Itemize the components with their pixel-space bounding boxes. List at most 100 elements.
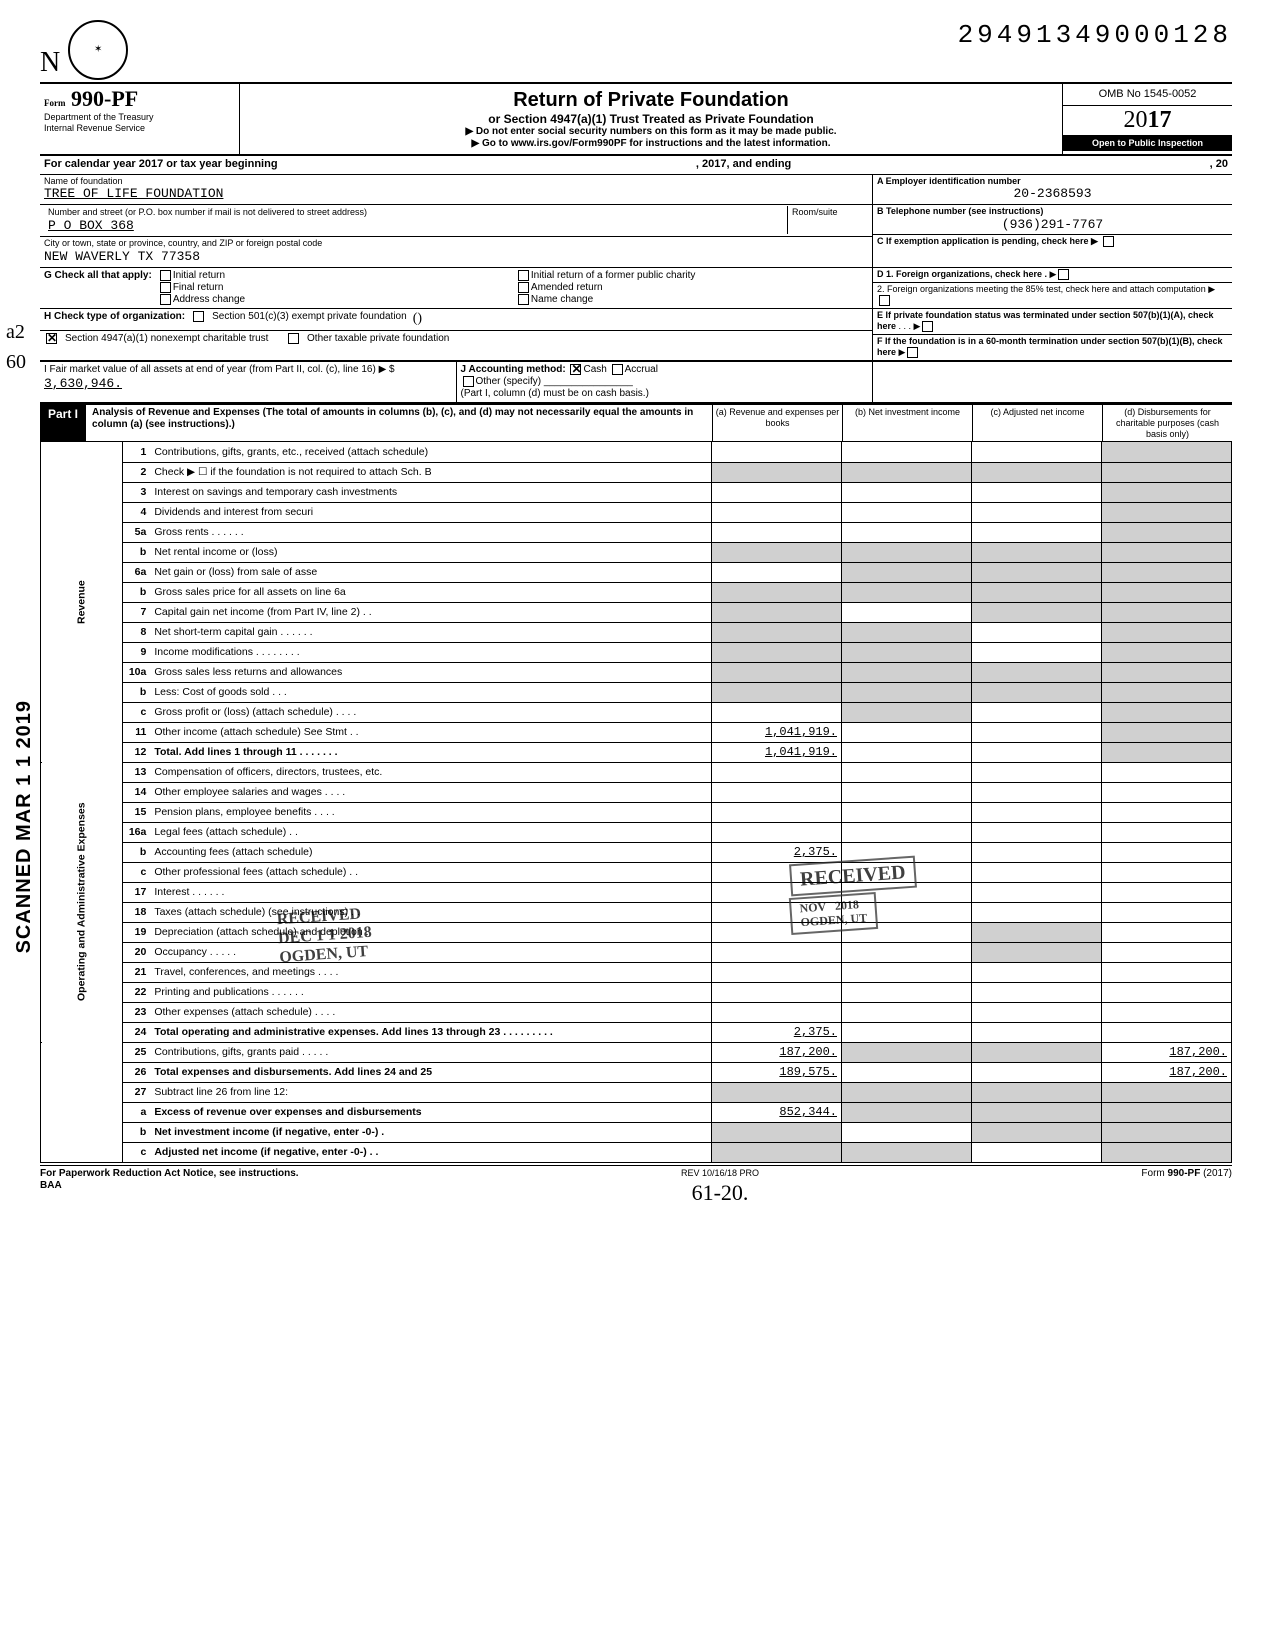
j-other-checkbox[interactable] — [463, 376, 474, 387]
id-right: A Employer identification number 20-2368… — [872, 175, 1232, 267]
table-row: 21Travel, conferences, and meetings . . … — [41, 962, 1232, 982]
d1-checkbox[interactable] — [1058, 269, 1069, 280]
row-desc: Travel, conferences, and meetings . . . … — [150, 962, 711, 982]
row-num: 27 — [122, 1082, 150, 1102]
row-num: 15 — [122, 802, 150, 822]
table-row: 4Dividends and interest from securi — [41, 502, 1232, 522]
line27a-a: 852,344. — [712, 1102, 842, 1122]
row-desc: Gross sales less returns and allowances — [150, 662, 711, 682]
def-right: D 1. Foreign organizations, check here .… — [872, 268, 1232, 360]
row-num: 13 — [122, 762, 150, 782]
baa: BAA — [40, 1180, 62, 1191]
e-checkbox[interactable] — [922, 321, 933, 332]
table-row: 9Income modifications . . . . . . . . — [41, 642, 1232, 662]
h-4947-checkbox[interactable] — [46, 333, 57, 344]
j-cash-checkbox[interactable] — [570, 364, 581, 375]
calendar-year-row: For calendar year 2017 or tax year begin… — [40, 156, 1232, 174]
ein-label: A Employer identification number — [877, 176, 1228, 187]
d2-checkbox[interactable] — [879, 295, 890, 306]
g-amended-checkbox[interactable] — [518, 282, 529, 293]
col-a-head: (a) Revenue and expenses per books — [712, 405, 842, 441]
h-row2: Section 4947(a)(1) nonexempt charitable … — [40, 331, 872, 347]
table-row: 18Taxes (attach schedule) (see instructi… — [41, 902, 1232, 922]
part1-header: Part I Analysis of Revenue and Expenses … — [40, 403, 1232, 442]
hand-initial: N — [40, 46, 60, 80]
h-501c3-checkbox[interactable] — [193, 311, 204, 322]
c-checkbox[interactable] — [1103, 236, 1114, 247]
row-desc: Other expenses (attach schedule) . . . . — [150, 1002, 711, 1022]
row-desc: Taxes (attach schedule) (see instruction… — [150, 902, 711, 922]
h-row: H Check type of organization: Section 50… — [40, 309, 872, 331]
j-accrual: Accrual — [625, 364, 658, 375]
row-num: 16a — [122, 822, 150, 842]
city-label: City or town, state or province, country… — [44, 238, 868, 249]
city-cell: City or town, state or province, country… — [40, 237, 872, 266]
table-row: 11Other income (attach schedule) See Stm… — [41, 722, 1232, 742]
row-num: 8 — [122, 622, 150, 642]
top-row: N ✶ 29491349000128 — [40, 20, 1232, 80]
col-d-head: (d) Disbursements for charitable purpose… — [1102, 405, 1232, 441]
id-block: Name of foundation TREE OF LIFE FOUNDATI… — [40, 175, 1232, 268]
dept-treasury: Department of the Treasury — [44, 112, 235, 123]
g-addrchg-checkbox[interactable] — [160, 294, 171, 305]
city-state-zip: NEW WAVERLY TX 77358 — [44, 249, 868, 265]
h-label: H Check type of organization: — [44, 311, 185, 328]
g-initial-checkbox[interactable] — [160, 270, 171, 281]
ij-right — [872, 362, 1232, 402]
j-accrual-checkbox[interactable] — [612, 364, 623, 375]
table-row: bAccounting fees (attach schedule)2,375. — [41, 842, 1232, 862]
phone-value: (936)291-7767 — [877, 217, 1228, 233]
g-final-checkbox[interactable] — [160, 282, 171, 293]
table-row: 20Occupancy . . . . . — [41, 942, 1232, 962]
row-num: 21 — [122, 962, 150, 982]
row-desc: Total expenses and disbursements. Add li… — [150, 1062, 711, 1082]
g-former-checkbox[interactable] — [518, 270, 529, 281]
row-num: a — [122, 1102, 150, 1122]
row-desc: Gross rents . . . . . . — [150, 522, 711, 542]
row-desc: Depreciation (attach schedule) and deple… — [150, 922, 711, 942]
row-desc: Other income (attach schedule) See Stmt … — [150, 722, 711, 742]
g-former: Initial return of a former public charit… — [531, 270, 696, 281]
cell-c — [972, 442, 1102, 462]
ssn-warning: ▶ Do not enter social security numbers o… — [244, 126, 1058, 138]
ij-left: I Fair market value of all assets at end… — [40, 362, 872, 402]
h-4947: Section 4947(a)(1) nonexempt charitable … — [65, 333, 268, 345]
table-row: cOther professional fees (attach schedul… — [41, 862, 1232, 882]
row-num: 7 — [122, 602, 150, 622]
table-row: cGross profit or (loss) (attach schedule… — [41, 702, 1232, 722]
row-desc: Other professional fees (attach schedule… — [150, 862, 711, 882]
form-title: Return of Private Foundation — [244, 88, 1058, 112]
g-namechg-checkbox[interactable] — [518, 294, 529, 305]
irs-label: Internal Revenue Service — [44, 123, 235, 134]
row-num: b — [122, 542, 150, 562]
row-num: b — [122, 842, 150, 862]
table-row: bGross sales price for all assets on lin… — [41, 582, 1232, 602]
row-num: 22 — [122, 982, 150, 1002]
table-row: 12Total. Add lines 1 through 11 . . . . … — [41, 742, 1232, 762]
row-num: 17 — [122, 882, 150, 902]
table-row: 23Other expenses (attach schedule) . . .… — [41, 1002, 1232, 1022]
row-desc: Less: Cost of goods sold . . . — [150, 682, 711, 702]
table-row: 2Check ▶ ☐ if the foundation is not requ… — [41, 462, 1232, 482]
hand-annotation: 61-20. — [692, 1180, 749, 1205]
ein-cell: A Employer identification number 20-2368… — [873, 175, 1232, 205]
row-desc: Net investment income (if negative, ente… — [150, 1122, 711, 1142]
header-right: OMB No 1545-0052 2017 Open to Public Ins… — [1062, 84, 1232, 154]
foundation-name: TREE OF LIFE FOUNDATION — [44, 186, 868, 202]
ein-value: 20-2368593 — [877, 186, 1228, 202]
cal-lead: For calendar year 2017 or tax year begin… — [44, 158, 278, 171]
year-bold: 17 — [1148, 107, 1172, 133]
row-num: 11 — [122, 722, 150, 742]
room-label: Room/suite — [792, 207, 864, 218]
table-row: 6aNet gain or (loss) from sale of asse — [41, 562, 1232, 582]
h-other-checkbox[interactable] — [288, 333, 299, 344]
row-num: b — [122, 1122, 150, 1142]
f-checkbox[interactable] — [907, 347, 918, 358]
part1-table: Revenue 1 Contributions, gifts, grants, … — [40, 442, 1232, 1163]
d1-cell: D 1. Foreign organizations, check here .… — [873, 268, 1232, 283]
table-row: 24Total operating and administrative exp… — [41, 1022, 1232, 1042]
row-desc: Printing and publications . . . . . . — [150, 982, 711, 1002]
row-desc: Interest on savings and temporary cash i… — [150, 482, 711, 502]
row-num: 25 — [122, 1042, 150, 1062]
row-num: c — [122, 862, 150, 882]
